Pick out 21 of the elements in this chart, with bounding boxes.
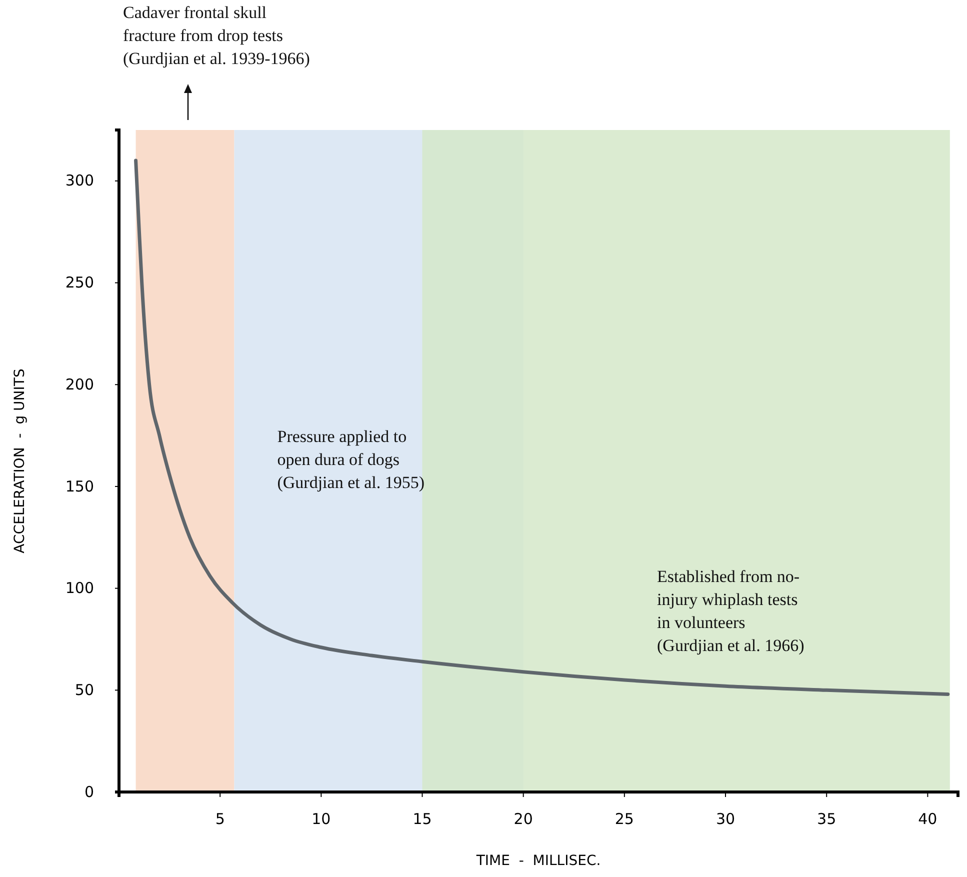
y-tick-label: 150 (65, 477, 94, 496)
x-tick-label: 20 (514, 810, 533, 828)
line-series (134, 158, 950, 696)
y-axis-title: ACCELERATION - g UNITS (12, 368, 28, 554)
x-tick-label: 30 (716, 810, 736, 828)
x-tick-label: 15 (412, 810, 432, 828)
y-tick-label: 250 (65, 274, 94, 292)
x-axis-title: TIME - MILLISEC. (475, 853, 601, 869)
y-tick-label: 0 (84, 782, 94, 801)
band-label: Pressure applied to open dura of dogs (Gurdjian et al. 1955) (277, 427, 425, 492)
y-tick-label: 300 (65, 172, 94, 190)
y-tick-label: 50 (74, 680, 94, 699)
x-tick-label: 5 (215, 810, 225, 828)
x-tick-label: 10 (312, 810, 331, 828)
x-tick-label: 35 (817, 810, 836, 828)
band-label: Established from no- injury whiplash tests in volunteers (Gurdjian et al. 1966) (657, 567, 804, 655)
y-tick-label: 200 (65, 375, 94, 394)
x-tick-label: 40 (918, 810, 938, 828)
y-tick-label: 100 (65, 579, 94, 598)
x-tick-label: 25 (614, 810, 634, 828)
text: Cadaver frontal skull fracture from drop tests (Gurdjian et al. 1939-1966) (123, 3, 310, 68)
